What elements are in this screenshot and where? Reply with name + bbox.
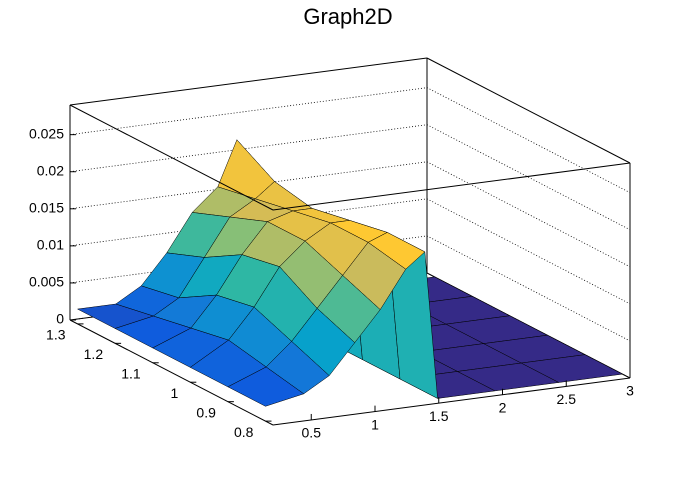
y-tick-label: 1.3 bbox=[46, 327, 66, 343]
box-edge bbox=[426, 57, 631, 164]
z-tick-label: 0 bbox=[56, 311, 64, 327]
z-tick-label: 0.01 bbox=[37, 237, 64, 253]
z-tick-label: 0.015 bbox=[29, 199, 64, 215]
z-tick-label: 0.025 bbox=[29, 125, 64, 141]
y-axis bbox=[69, 319, 274, 426]
box-edge bbox=[69, 57, 428, 106]
z-tick-label: 0.005 bbox=[29, 274, 64, 290]
grid-line bbox=[69, 87, 631, 194]
y-tick-label: 1.2 bbox=[84, 346, 104, 362]
chart-title: Graph2D bbox=[303, 4, 392, 29]
grid-line bbox=[69, 161, 631, 268]
grid-line bbox=[69, 124, 631, 231]
box-edge bbox=[69, 104, 274, 211]
surface-cell bbox=[227, 366, 305, 407]
box-edge bbox=[272, 162, 631, 211]
x-tick-label: 3 bbox=[626, 383, 634, 399]
y-tick-label: 0.8 bbox=[234, 424, 254, 440]
x-tick-label: 2 bbox=[499, 399, 507, 415]
x-axis bbox=[272, 377, 631, 426]
x-tick-label: 1 bbox=[371, 416, 379, 432]
y-tick-label: 1.1 bbox=[121, 365, 141, 381]
y-tick-label: 1 bbox=[170, 385, 178, 401]
x-tick-label: 1.5 bbox=[429, 408, 449, 424]
x-tick-label: 0.5 bbox=[302, 425, 322, 441]
y-tick-label: 0.9 bbox=[196, 404, 216, 420]
x-tick-label: 2.5 bbox=[557, 391, 577, 407]
z-tick-label: 0.02 bbox=[37, 162, 64, 178]
